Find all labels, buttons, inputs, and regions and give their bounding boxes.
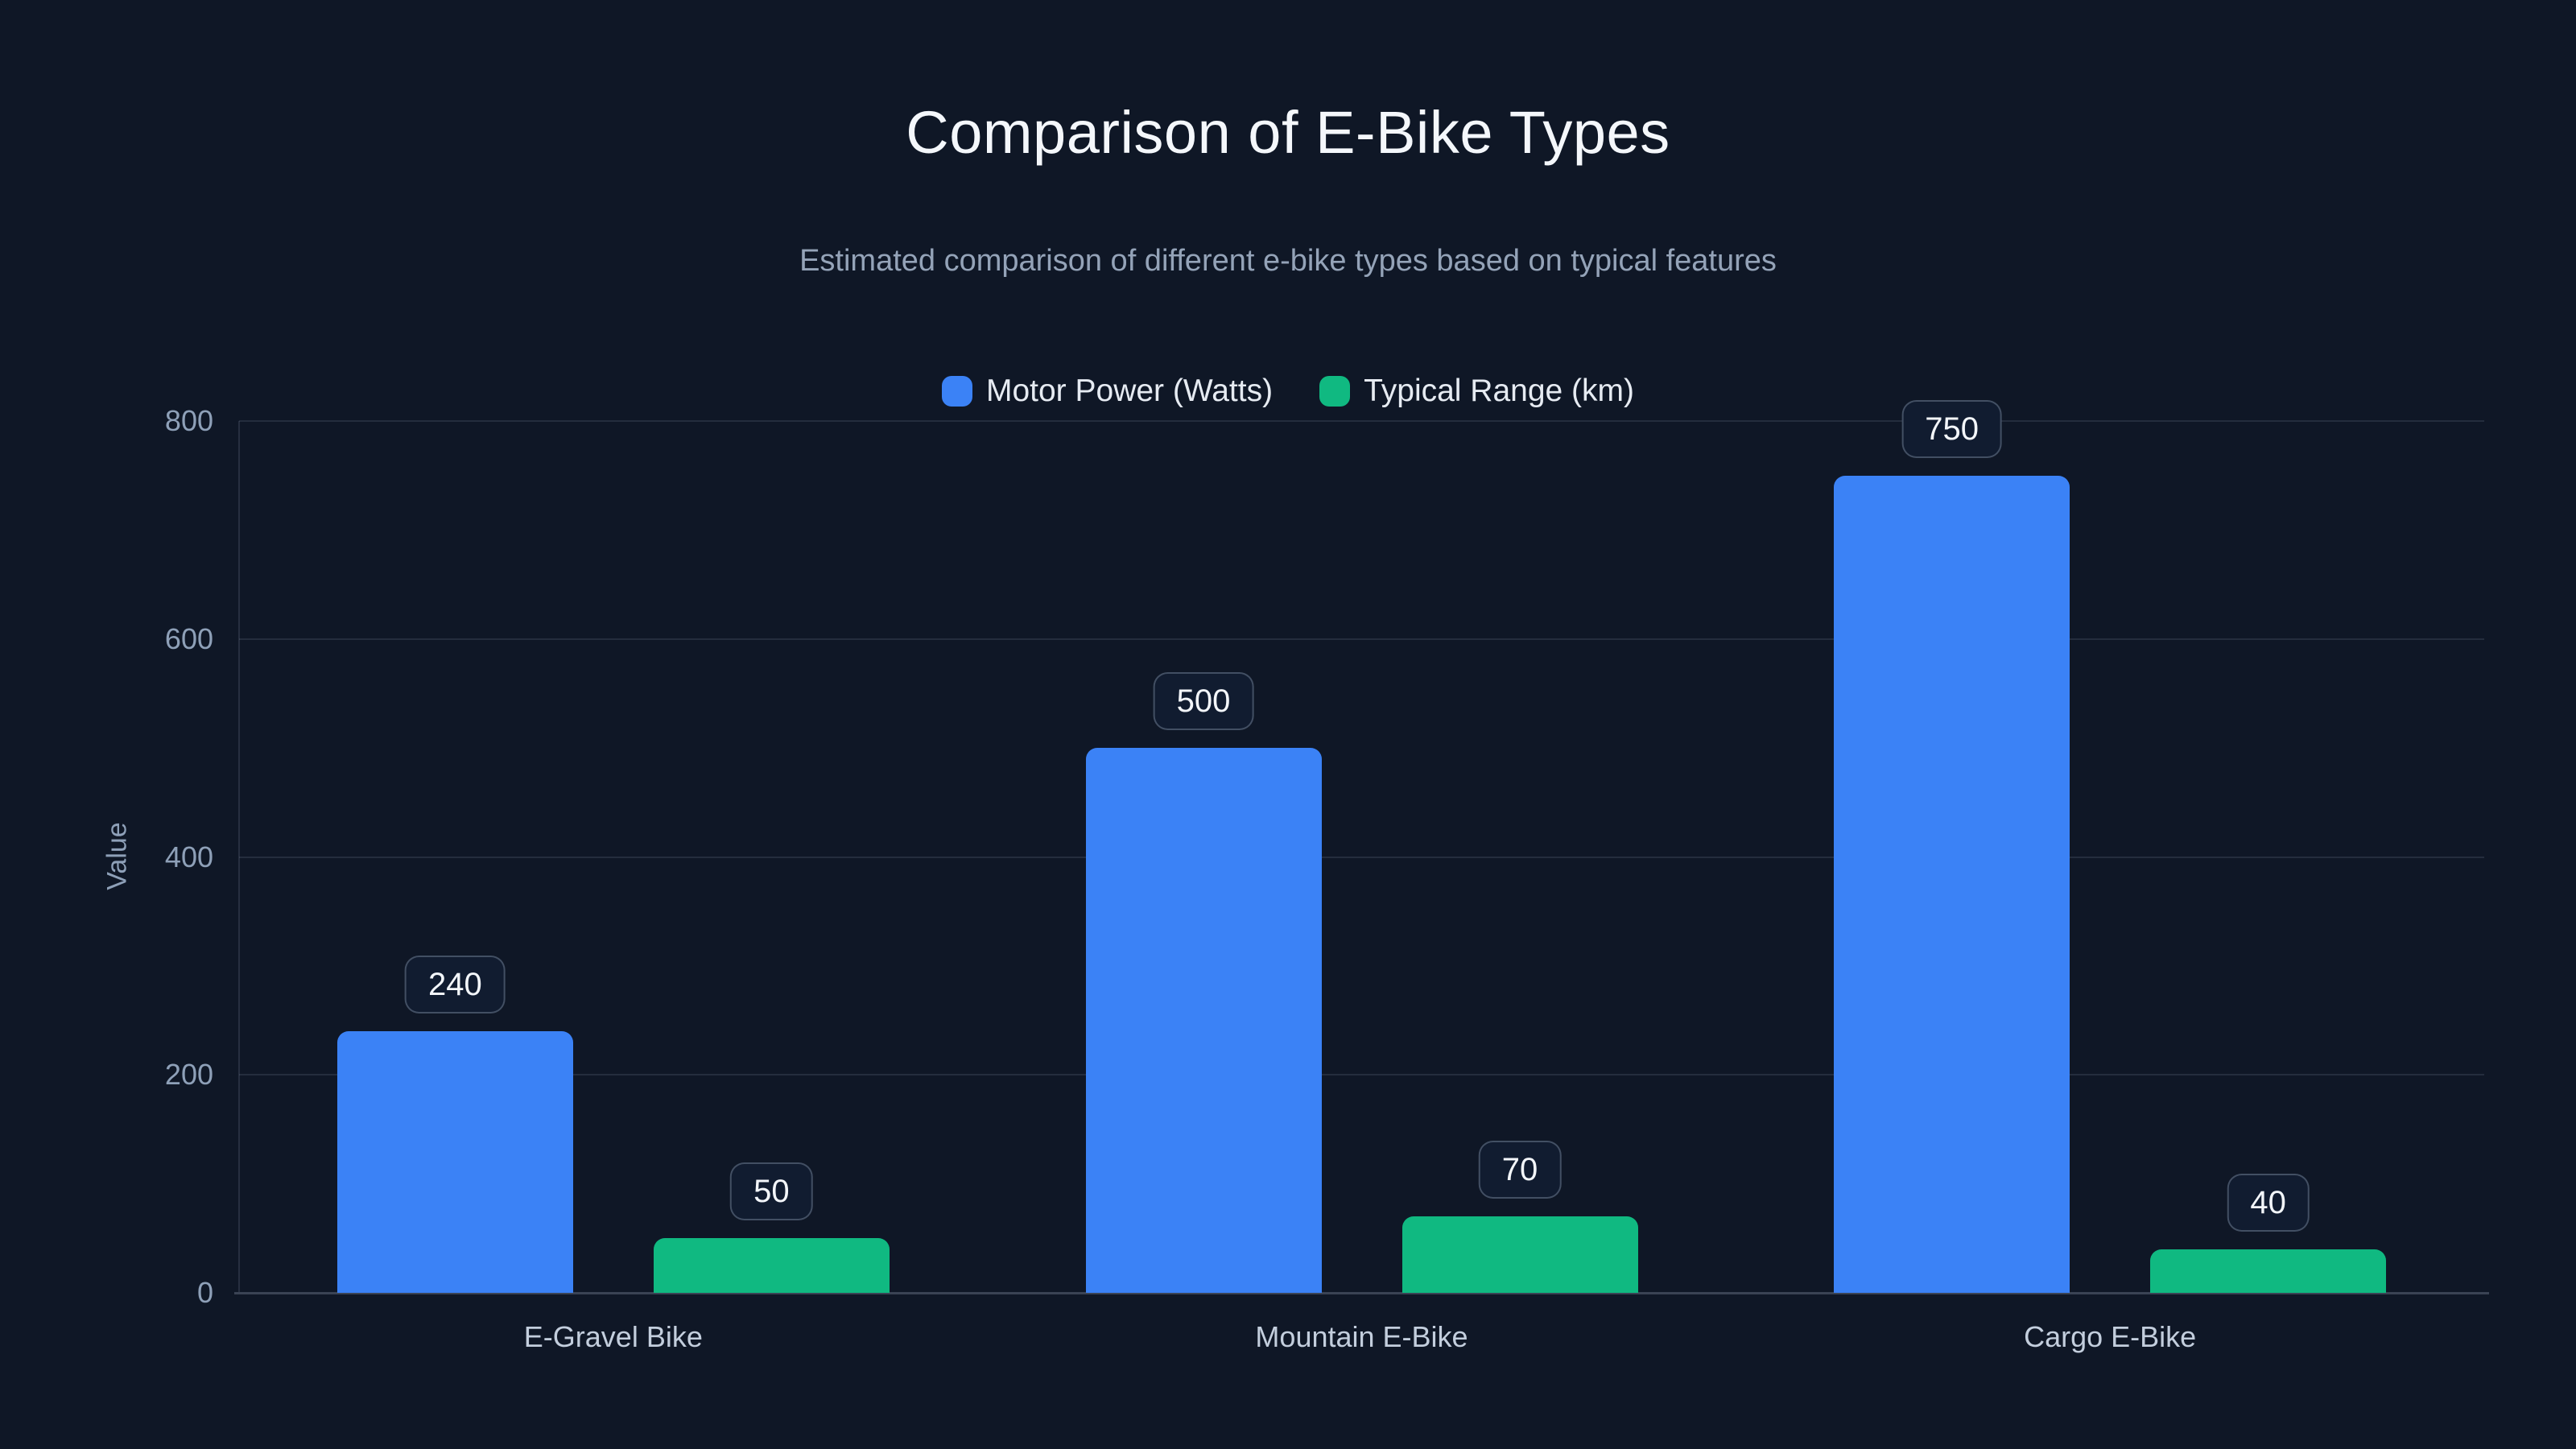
y-axis-line	[238, 421, 240, 1293]
gridline	[239, 420, 2484, 422]
legend-swatch-icon	[1319, 376, 1351, 407]
chart-subtitle: Estimated comparison of different e-bike…	[799, 244, 1777, 278]
value-label: 70	[1478, 1141, 1562, 1199]
y-tick-label: 0	[196, 1276, 213, 1309]
y-tick-label: 800	[164, 404, 213, 437]
bar[interactable]	[1834, 475, 2070, 1293]
y-tick-label: 600	[164, 621, 213, 655]
x-axis-line	[234, 1292, 2489, 1294]
gridline	[239, 856, 2484, 858]
y-tick-label: 200	[164, 1058, 213, 1092]
legend-label: Motor Power (Watts)	[985, 374, 1274, 408]
legend-swatch-icon	[941, 376, 972, 407]
bar[interactable]	[1402, 1216, 1638, 1293]
value-label: 240	[404, 956, 506, 1014]
plot-area: 240 50 500 70 750 40	[234, 399, 2489, 1294]
value-label: 500	[1153, 672, 1254, 731]
gridline	[239, 1074, 2484, 1076]
y-tick-label: 400	[164, 840, 213, 873]
gridline	[239, 638, 2484, 640]
bar[interactable]	[1085, 748, 1322, 1293]
bar[interactable]	[2150, 1249, 2387, 1293]
bar[interactable]	[336, 1031, 573, 1293]
legend: Motor Power (Watts) Typical Range (km)	[0, 372, 2576, 411]
category-label: Mountain E-Bike	[1255, 1320, 1468, 1353]
category-label: E-Gravel Bike	[523, 1320, 703, 1353]
chart-title: Comparison of E-Bike Types	[906, 99, 1670, 166]
value-label: 50	[730, 1162, 813, 1221]
legend-label: Typical Range (km)	[1364, 374, 1635, 408]
legend-item[interactable]: Motor Power (Watts)	[941, 374, 1274, 409]
category-label: Cargo E-Bike	[2024, 1320, 2197, 1353]
value-label: 40	[2227, 1173, 2310, 1232]
bar[interactable]	[653, 1238, 890, 1293]
value-label: 750	[1901, 399, 2003, 458]
legend-item[interactable]: Typical Range (km)	[1319, 374, 1634, 409]
